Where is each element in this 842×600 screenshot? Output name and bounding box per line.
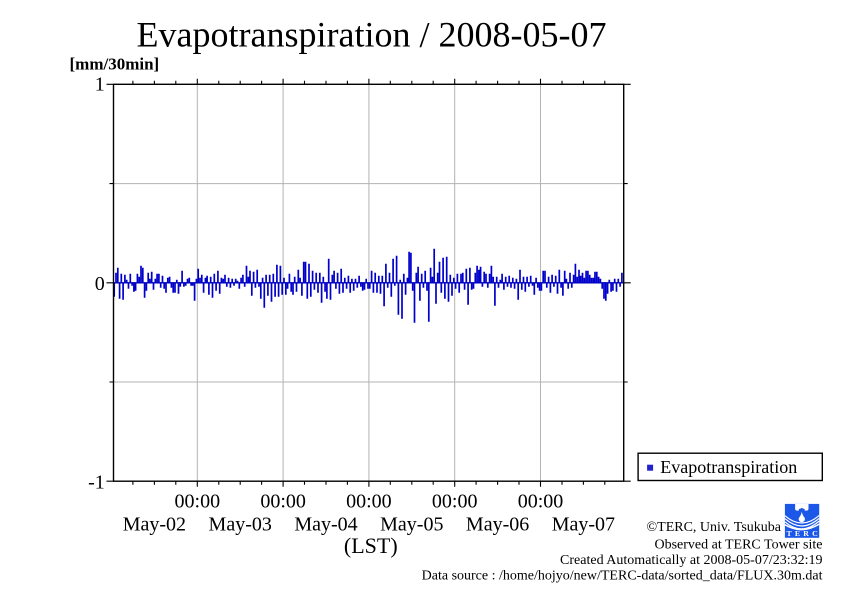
svg-text:[mm/30min]: [mm/30min] [70,55,160,74]
svg-text:May-05: May-05 [380,514,443,536]
svg-text:Created Automatically at 2008-: Created Automatically at 2008-05-07/23:3… [560,553,822,568]
svg-text:Observed at TERC Tower site: Observed at TERC Tower site [654,538,822,553]
svg-text:-1: -1 [88,472,105,494]
svg-text:May-02: May-02 [123,514,186,536]
svg-text:(LST): (LST) [344,533,398,558]
svg-text:©TERC, Univ. Tsukuba: ©TERC, Univ. Tsukuba [647,520,782,535]
svg-text:Evapotranspiration / 2008-05-0: Evapotranspiration / 2008-05-07 [137,14,607,54]
svg-text:May-04: May-04 [294,514,357,536]
svg-text:00:00: 00:00 [432,491,478,513]
svg-text:May-03: May-03 [209,514,272,536]
svg-text:May-06: May-06 [466,514,529,536]
svg-text:1: 1 [95,74,105,96]
svg-text:TERC: TERC [787,529,821,538]
svg-text:Data source : /home/hojyo/new/: Data source : /home/hojyo/new/TERC-data/… [422,569,823,584]
svg-text:Evapotranspiration: Evapotranspiration [660,457,797,477]
svg-text:00:00: 00:00 [175,491,221,513]
svg-text:0: 0 [95,273,105,295]
svg-text:00:00: 00:00 [518,491,564,513]
svg-text:00:00: 00:00 [260,491,306,513]
svg-text:00:00: 00:00 [346,491,392,513]
svg-text:May-07: May-07 [552,514,615,536]
